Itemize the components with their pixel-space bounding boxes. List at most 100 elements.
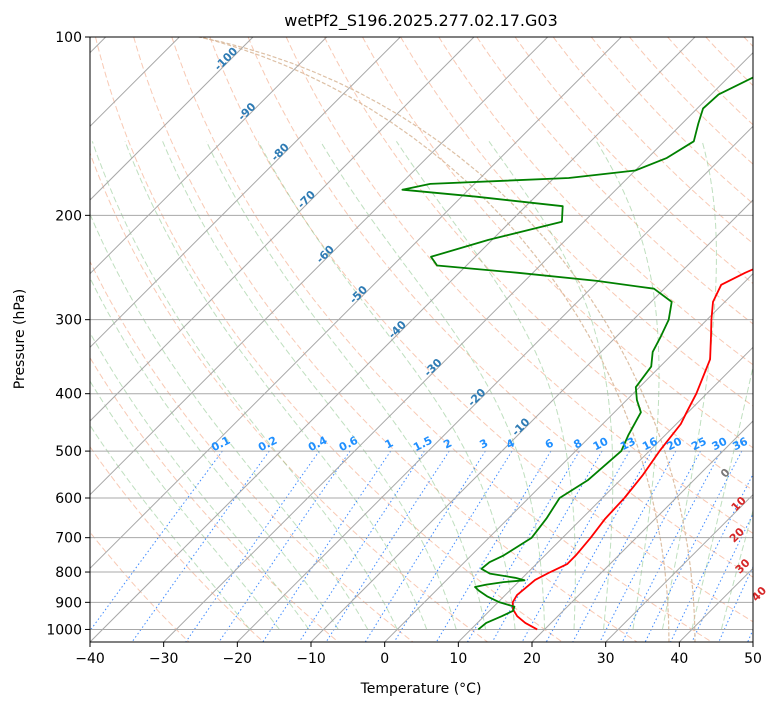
isotherm-line <box>163 51 753 642</box>
mixing-ratio-line <box>325 450 450 642</box>
mixing-ratio-label: 25 <box>689 435 709 454</box>
y-tick-label: 100 <box>55 30 82 46</box>
axis-ticks: −40 −30 −20 −10 0 10 20 30 40 50 100 200 300 400 500 60… <box>46 30 762 667</box>
y-tick-label: 400 <box>55 387 82 403</box>
dry-adiabat <box>90 445 264 642</box>
dry-adiabat <box>90 356 339 642</box>
plot-frame <box>89 36 754 643</box>
mixing-ratio-label: 16 <box>640 435 660 454</box>
moist-adiabat <box>320 141 546 630</box>
dry-adiabat-label: -100 <box>212 44 241 73</box>
x-tick-label: 10 <box>449 651 467 667</box>
mixing-ratio-line <box>364 450 486 642</box>
dry-adiabat <box>476 37 753 325</box>
x-tick-label: 20 <box>523 651 541 667</box>
moist-adiabat <box>90 380 280 630</box>
moist-adiabat <box>488 141 614 630</box>
mixing-ratio-label: 3 <box>477 436 490 451</box>
dry-adiabat <box>362 37 753 449</box>
moist-adiabat <box>720 508 753 630</box>
background-arc <box>195 37 696 642</box>
dry-adiabat <box>514 37 753 285</box>
mixing-ratio-line <box>435 450 552 642</box>
dry-adiabat <box>590 37 753 205</box>
isotherm-line <box>752 641 753 642</box>
mixing-ratio-line <box>747 628 753 642</box>
y-axis-label: Pressure (hPa) <box>12 289 28 389</box>
mixing-ratio-line <box>545 450 653 642</box>
dry-adiabat <box>95 37 563 642</box>
y-tick-label: 700 <box>55 531 82 547</box>
mixing-ratio-line <box>521 450 630 642</box>
mixing-ratio-line <box>298 450 425 642</box>
moist-adiabat <box>90 331 310 630</box>
mixing-ratio-line <box>718 565 753 642</box>
moist-adiabat-label: 10 <box>729 494 749 514</box>
mixing-ratio-line <box>185 450 320 642</box>
x-tick-label: −40 <box>75 651 105 667</box>
mixing-ratio-line <box>691 512 753 642</box>
mixing-ratio-line <box>621 450 722 642</box>
mixing-ratio-line <box>218 450 351 642</box>
dry-adiabat <box>629 37 753 165</box>
mixing-ratio-label: 30 <box>710 435 730 454</box>
dry-adiabat <box>705 37 753 87</box>
y-tick-label: 1000 <box>46 622 82 638</box>
moist-adiabat <box>124 141 428 630</box>
isotherm-line <box>90 37 549 496</box>
dry-adiabat-label: -20 <box>465 386 488 409</box>
mixing-ratio-label: 1 <box>383 436 396 451</box>
isotherm-line <box>384 272 753 642</box>
moist-adiabat <box>661 141 717 630</box>
moist-adiabat <box>91 141 398 630</box>
dry-adiabat <box>90 260 414 642</box>
dry-adiabat <box>400 37 753 407</box>
moist-adiabat <box>162 141 457 630</box>
isotherm-line <box>531 420 753 642</box>
y-tick-label: 300 <box>55 313 82 329</box>
dry-adiabat-label: -10 <box>509 415 532 438</box>
x-tick-label: −20 <box>223 651 253 667</box>
dry-adiabat <box>247 37 753 578</box>
mixing-ratio-label: 13 <box>618 435 638 454</box>
moist-adiabat <box>205 141 487 630</box>
isotherm-line <box>90 37 401 349</box>
moist-adiabat <box>90 212 369 630</box>
moist-adiabat <box>257 141 516 630</box>
sounding-lines <box>401 76 753 631</box>
x-tick-label: −30 <box>149 651 179 667</box>
dewpoint-line <box>401 76 753 631</box>
x-tick-label: −10 <box>296 651 326 667</box>
dry-adiabat-label: -70 <box>295 188 318 211</box>
mixing-ratio-label: 10 <box>591 435 611 454</box>
moist-adiabat <box>595 141 660 630</box>
chart-title: wetPf2_S196.2025.277.02.17.G03 <box>284 11 558 31</box>
dry-adiabat <box>438 37 753 366</box>
x-tick-label: 40 <box>670 651 688 667</box>
isotherm-line <box>678 567 753 642</box>
isotherm-line <box>310 199 753 642</box>
dry-adiabat-label: -80 <box>269 140 292 163</box>
mixing-ratio-label: 2 <box>441 436 454 451</box>
isotherm-line <box>90 37 696 642</box>
dry-adiabat <box>743 37 753 48</box>
mixing-ratio-label: 6 <box>543 436 556 451</box>
x-tick-label: 30 <box>597 651 615 667</box>
y-tick-label: 600 <box>55 491 82 507</box>
dry-adiabat <box>209 37 753 623</box>
y-tick-label: 500 <box>55 444 82 460</box>
y-tick-label: 900 <box>55 595 82 611</box>
dry-adiabat <box>171 37 712 642</box>
dry-adiabat <box>90 151 488 642</box>
mixing-ratio-label: 4 <box>504 436 517 451</box>
adiabat-labels: -100-90-80-70-60-50-40-30-20-100.1 0.2 0.4… <box>209 44 769 604</box>
isotherm-line <box>90 37 622 570</box>
x-tick-label: 0 <box>380 651 389 667</box>
moist-adiabat <box>691 364 753 630</box>
grid-lines <box>90 37 753 642</box>
dry-adiabat-label: -40 <box>386 318 409 341</box>
background-arc <box>197 37 670 642</box>
moist-adiabat <box>90 276 339 630</box>
x-tick-label: 50 <box>744 651 762 667</box>
